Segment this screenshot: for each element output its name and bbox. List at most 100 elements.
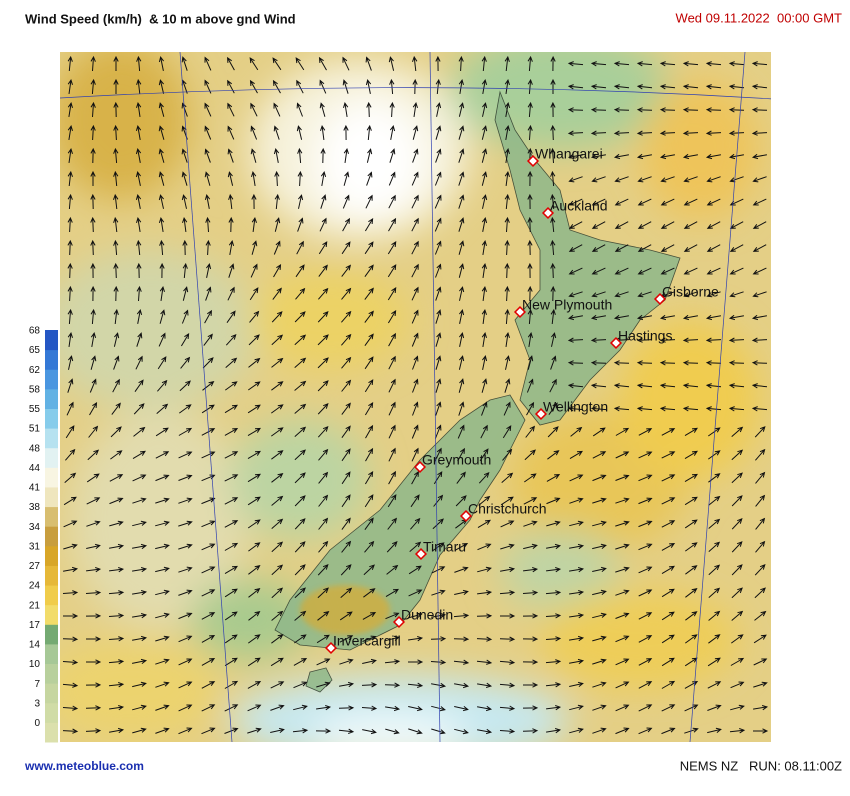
wind-arrow bbox=[433, 471, 443, 485]
wind-arrow bbox=[613, 84, 630, 90]
wind-arrow bbox=[478, 471, 490, 484]
graticule bbox=[60, 52, 771, 742]
wind-arrow bbox=[751, 107, 768, 113]
wind-arrow bbox=[67, 262, 73, 279]
wind-arrow bbox=[590, 84, 607, 90]
wind-arrow bbox=[728, 130, 745, 136]
wind-arrow bbox=[569, 727, 584, 734]
wind-arrow bbox=[527, 308, 533, 325]
wind-arrow bbox=[478, 495, 491, 506]
wind-arrow bbox=[434, 240, 442, 255]
wind-arrow bbox=[295, 264, 305, 278]
wind-arrow bbox=[708, 564, 721, 576]
wind-arrow bbox=[752, 176, 767, 183]
wind-arrow bbox=[67, 55, 73, 72]
wind-arrow bbox=[500, 613, 516, 619]
wind-arrow bbox=[113, 147, 119, 164]
wind-arrow bbox=[205, 216, 211, 233]
wind-arrow bbox=[227, 171, 234, 186]
map: Whangarei Auckland Gisborne New Plymouth Has… bbox=[60, 52, 771, 742]
wind-arrow bbox=[661, 727, 676, 735]
wind-arrow bbox=[362, 658, 377, 664]
wind-arrow bbox=[752, 221, 767, 229]
legend-swatch bbox=[45, 486, 58, 508]
wind-arrow bbox=[362, 612, 377, 620]
wind-arrow bbox=[661, 611, 675, 621]
wind-arrow bbox=[638, 589, 653, 597]
wind-arrow bbox=[386, 541, 398, 553]
wind-arrow bbox=[364, 402, 374, 416]
wind-arrow bbox=[731, 449, 744, 461]
wind-arrow bbox=[708, 518, 721, 529]
wind-arrow bbox=[430, 636, 447, 642]
wind-arrow bbox=[385, 635, 400, 642]
wind-arrow bbox=[64, 472, 77, 483]
wind-arrow bbox=[178, 589, 193, 596]
wind-arrow bbox=[527, 55, 533, 72]
wind-arrow bbox=[292, 728, 309, 734]
wind-arrow bbox=[453, 613, 470, 619]
wind-arrow bbox=[366, 101, 372, 118]
wind-arrow bbox=[201, 543, 216, 551]
legend-swatch bbox=[45, 624, 58, 645]
wind-arrow bbox=[615, 635, 630, 643]
city-marker bbox=[609, 336, 623, 350]
wind-arrow bbox=[661, 565, 675, 575]
wind-arrow bbox=[731, 634, 744, 644]
wind-arrow bbox=[592, 451, 607, 459]
wind-arrow bbox=[248, 381, 261, 391]
wind-arrow bbox=[316, 658, 331, 666]
wind-arrow bbox=[728, 61, 745, 67]
wind-arrow bbox=[132, 635, 148, 642]
wind-arrow bbox=[550, 147, 556, 164]
wind-arrow bbox=[684, 427, 698, 437]
wind-arrow bbox=[317, 611, 330, 621]
wind-arrow bbox=[63, 496, 77, 506]
wind-arrow bbox=[341, 540, 352, 553]
wind-arrow bbox=[178, 612, 193, 620]
wind-arrow bbox=[135, 170, 141, 186]
wind-arrow bbox=[527, 101, 533, 118]
wind-arrow bbox=[685, 565, 698, 575]
wind-arrow bbox=[636, 61, 653, 67]
wind-arrow bbox=[364, 379, 374, 393]
wind-arrow bbox=[178, 451, 193, 459]
wind-arrow bbox=[457, 424, 465, 439]
wind-arrow bbox=[85, 728, 102, 734]
wind-arrow bbox=[249, 57, 259, 71]
wind-arrow bbox=[294, 541, 306, 553]
wind-arrow bbox=[294, 634, 307, 644]
wind-arrow bbox=[273, 147, 280, 163]
wind-arrow bbox=[85, 682, 102, 688]
wind-arrow bbox=[113, 124, 119, 141]
wind-arrow bbox=[341, 241, 351, 255]
wind-arrow bbox=[527, 285, 533, 302]
wind-arrow bbox=[661, 474, 676, 482]
wind-arrow bbox=[224, 542, 239, 551]
wind-arrow bbox=[504, 55, 510, 72]
wind-arrow bbox=[752, 244, 767, 252]
wind-arrow bbox=[90, 55, 96, 72]
wind-arrow bbox=[569, 567, 585, 573]
wind-arrow bbox=[730, 657, 745, 666]
city-marker bbox=[459, 509, 473, 523]
wind-arrow bbox=[181, 194, 187, 209]
wind-arrow bbox=[435, 148, 442, 163]
wind-arrow bbox=[132, 497, 147, 504]
wind-arrow bbox=[525, 425, 535, 438]
wind-arrow bbox=[458, 240, 465, 255]
wind-arrow bbox=[338, 728, 355, 734]
wind-arrow bbox=[155, 427, 169, 437]
wind-arrow bbox=[158, 102, 165, 117]
wind-arrow bbox=[567, 107, 584, 113]
source[interactable]: www.meteoblue.com bbox=[24, 759, 144, 773]
wind-arrow bbox=[85, 590, 102, 596]
wind-arrow bbox=[341, 356, 352, 369]
wind-arrow bbox=[591, 221, 606, 229]
wind-arrows bbox=[62, 55, 769, 735]
wind-arrow bbox=[592, 520, 607, 527]
wind-arrow bbox=[227, 148, 234, 163]
wind-arrow bbox=[273, 125, 280, 140]
wind-arrow bbox=[591, 291, 606, 298]
